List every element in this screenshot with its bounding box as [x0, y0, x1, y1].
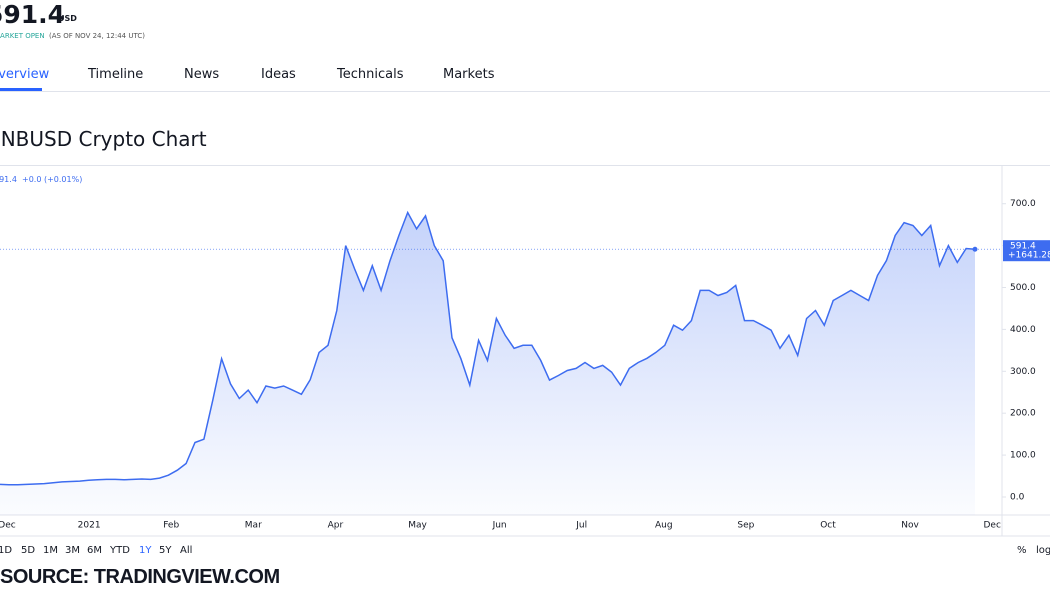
range-button[interactable]: 1Y [139, 545, 152, 556]
x-tick-label: 2021 [78, 521, 101, 531]
x-tick-label: Jul [575, 521, 587, 531]
tab[interactable]: Markets [443, 67, 495, 82]
as-of: (AS OF NOV 24, 12:44 UTC) [49, 32, 145, 40]
range-button[interactable]: All [180, 545, 193, 556]
x-tick-label: Jun [492, 521, 507, 531]
range-button[interactable]: 1M [43, 545, 58, 556]
legend-price: 591.4 [0, 175, 17, 184]
y-tick-label: 500.0 [1010, 283, 1036, 293]
x-tick-label: Mar [245, 521, 262, 531]
y-tick-label: 100.0 [1010, 451, 1036, 461]
tab[interactable]: News [184, 67, 220, 82]
x-tick-label: Feb [163, 521, 179, 531]
y-tick-label: 200.0 [1010, 409, 1036, 419]
chart-title: BNBUSD Crypto Chart [0, 127, 207, 151]
y-tick-label: 400.0 [1010, 325, 1036, 335]
last-price-dot [972, 246, 978, 252]
tab[interactable]: Technicals [337, 67, 404, 82]
last-price-box [1003, 240, 1050, 262]
tab[interactable]: Overview [0, 67, 50, 82]
header-currency: USD [58, 14, 77, 23]
scale-button[interactable]: log [1036, 545, 1050, 556]
last-price-label: 591.4 [1010, 242, 1036, 252]
x-tick-label: Dec [0, 521, 16, 531]
scale-button[interactable]: % [1017, 545, 1027, 556]
price-line [0, 210, 976, 486]
tab[interactable]: Timeline [88, 67, 144, 82]
last-change-label: +1641.28% [1008, 251, 1050, 261]
x-tick-label: May [408, 521, 427, 531]
range-button[interactable]: 5D [21, 545, 36, 556]
x-tick-label: Oct [820, 521, 836, 531]
y-tick-label: 700.0 [1010, 199, 1036, 209]
range-button[interactable]: 6M [87, 545, 102, 556]
range-button[interactable]: YTD [110, 545, 130, 556]
tab-divider [0, 91, 1050, 92]
y-tick-label: 300.0 [1010, 367, 1036, 377]
x-tick-label: Nov [901, 521, 919, 531]
x-tick-label: Apr [328, 521, 344, 531]
y-tick-label: 0.0 [1010, 492, 1025, 502]
tab-underline [0, 88, 42, 91]
x-tick-label: Sep [737, 521, 754, 531]
range-button[interactable]: 1D [0, 545, 13, 556]
range-button[interactable]: 5Y [159, 545, 172, 556]
x-tick-label: Dec [983, 521, 1000, 531]
area-fill [0, 212, 975, 515]
tab[interactable]: Ideas [261, 67, 296, 82]
x-tick-label: Aug [655, 521, 673, 531]
market-status: MARKET OPEN [0, 32, 45, 40]
header-price: 591.4 [0, 0, 66, 29]
source: SOURCE: TRADINGVIEW.COM [0, 566, 280, 588]
legend-change: +0.0 (+0.01%) [22, 175, 83, 184]
range-button[interactable]: 3M [65, 545, 80, 556]
chart-border [0, 165, 1050, 166]
